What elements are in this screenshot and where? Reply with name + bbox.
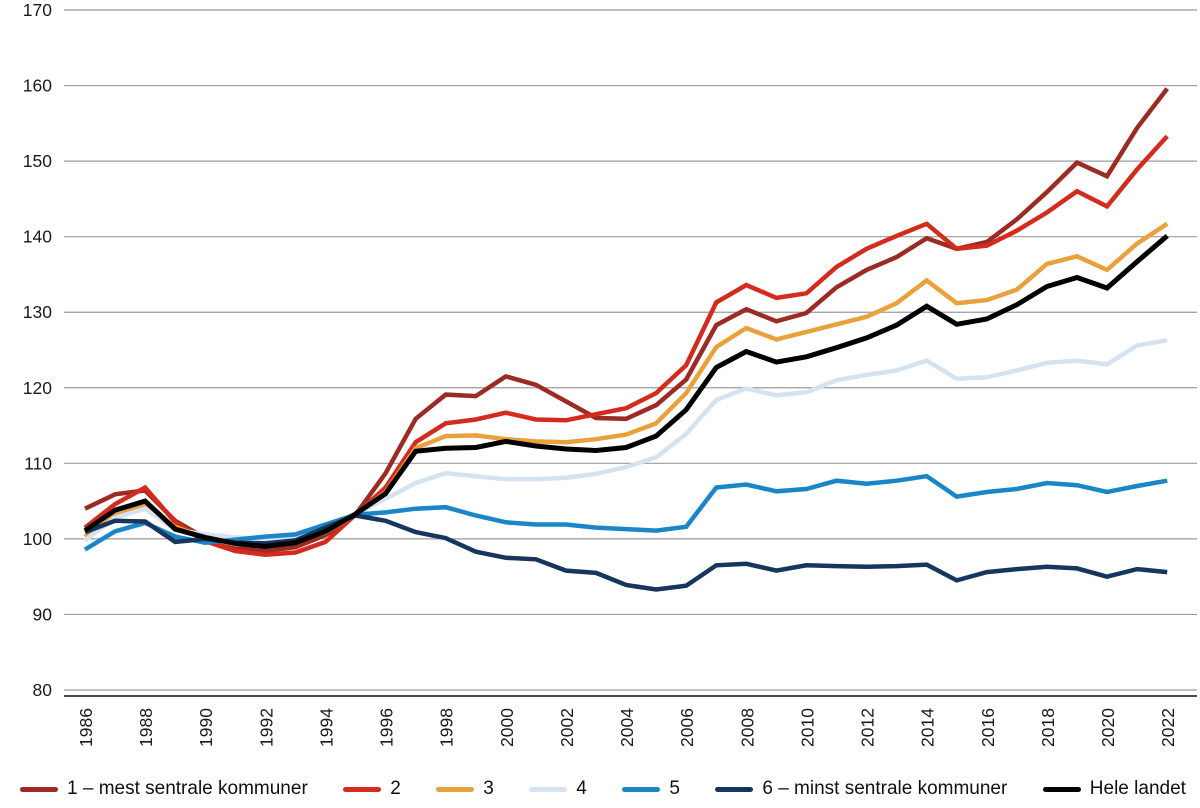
- x-axis-tick-label: 2000: [497, 708, 517, 747]
- x-axis-tick-label: 2016: [978, 708, 998, 747]
- x-axis-tick-label: 2002: [557, 708, 577, 747]
- y-axis-tick-label: 130: [23, 302, 52, 322]
- legend-item: 2: [343, 778, 401, 800]
- x-axis-tick-label: 1986: [76, 708, 96, 747]
- legend-line-swatch: [343, 786, 382, 792]
- x-axis-tick-label: 1994: [316, 708, 336, 747]
- legend-label: 6 – minst sentrale kommuner: [762, 778, 1008, 799]
- legend-label: 2: [390, 778, 401, 799]
- legend-label: Hele landet: [1089, 778, 1186, 799]
- series-line-7: [83, 233, 1169, 549]
- legend-line-swatch: [20, 786, 58, 792]
- legend-item: 3: [436, 778, 494, 800]
- x-axis-tick-label: 1988: [136, 708, 156, 747]
- x-axis-tick-label: 2008: [737, 708, 757, 747]
- y-axis-tick-label: 100: [23, 529, 52, 549]
- y-axis-tick-label: 150: [23, 151, 52, 171]
- y-axis-tick-label: 170: [23, 0, 52, 20]
- x-axis-tick-label: 2018: [1038, 708, 1058, 747]
- series-line-4: [83, 337, 1168, 543]
- y-axis-tick-label: 110: [24, 453, 52, 473]
- series-line-3: [83, 221, 1169, 548]
- legend-line-swatch: [622, 786, 661, 792]
- legend-line-swatch: [715, 786, 754, 792]
- series-line-6: [84, 513, 1168, 592]
- legend-label: 5: [669, 778, 680, 799]
- legend-label: 3: [483, 778, 494, 799]
- legend-line-swatch: [1042, 786, 1081, 792]
- x-axis-tick-label: 2020: [1098, 708, 1118, 747]
- x-axis-tick-label: 1990: [196, 708, 216, 747]
- y-axis-tick-label: 80: [33, 680, 53, 700]
- legend-item: 1 – mest sentrale kommuner: [20, 778, 308, 800]
- y-axis-tick-label: 120: [23, 378, 52, 398]
- series-line-5: [83, 473, 1168, 552]
- legend-line-swatch: [529, 786, 568, 792]
- y-axis-tick-label: 140: [23, 227, 52, 247]
- legend-item: Hele landet: [1042, 778, 1186, 800]
- x-axis-tick-label: 2014: [918, 708, 938, 747]
- x-axis-tick-label: 1998: [437, 708, 457, 747]
- x-axis-tick-label: 2012: [858, 708, 878, 747]
- series-line-1: [84, 87, 1169, 554]
- legend-item: 5: [622, 778, 680, 800]
- legend-item: 4: [529, 778, 587, 800]
- y-axis-tick-label: 90: [33, 604, 53, 624]
- x-axis-tick-label: 2006: [677, 708, 697, 747]
- x-axis-tick-label: 2022: [1158, 708, 1178, 747]
- legend-label: 1 – mest sentrale kommuner: [67, 778, 308, 799]
- legend-line-swatch: [436, 786, 475, 792]
- series-line-2: [83, 134, 1169, 558]
- x-axis-tick-label: 1996: [377, 708, 397, 747]
- x-axis-tick-label: 1992: [256, 708, 276, 747]
- legend-label: 4: [576, 778, 587, 799]
- y-axis-tick-label: 160: [23, 76, 52, 96]
- x-axis-tick-label: 2010: [797, 708, 817, 747]
- line-chart: 80 90 100 110 120 130 140 150 160 170 1986 1988 1990…: [23, 0, 1197, 747]
- x-axis-tick-label: 2004: [617, 708, 637, 747]
- legend-item: 6 – minst sentrale kommuner: [715, 778, 1007, 800]
- legend: 1 – mest sentrale kommuner 2 3 4 5 6 – minst …: [0, 778, 1200, 806]
